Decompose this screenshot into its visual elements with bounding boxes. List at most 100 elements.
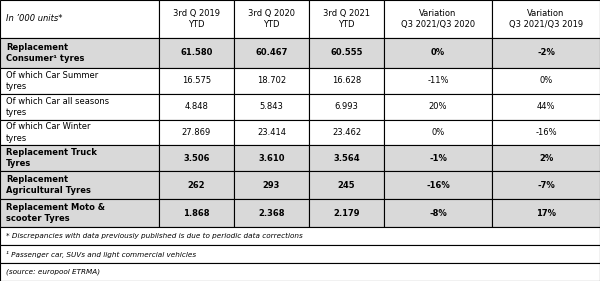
Bar bbox=[309, 68, 384, 94]
Text: 3.506: 3.506 bbox=[183, 154, 210, 163]
Bar bbox=[309, 38, 384, 68]
Bar bbox=[234, 38, 309, 68]
Bar bbox=[159, 38, 234, 68]
Text: -1%: -1% bbox=[429, 154, 447, 163]
Text: -11%: -11% bbox=[427, 76, 449, 85]
Text: 3rd Q 2019
YTD: 3rd Q 2019 YTD bbox=[173, 9, 220, 29]
Text: 0%: 0% bbox=[539, 76, 553, 85]
Bar bbox=[0, 68, 159, 94]
Bar bbox=[234, 146, 309, 171]
Bar bbox=[309, 0, 384, 38]
Text: 44%: 44% bbox=[537, 102, 555, 111]
Bar bbox=[384, 68, 492, 94]
Text: -7%: -7% bbox=[537, 181, 555, 190]
Text: 16.628: 16.628 bbox=[332, 76, 361, 85]
Bar bbox=[384, 171, 492, 199]
Text: Replacement
Consumer¹ tyres: Replacement Consumer¹ tyres bbox=[6, 43, 85, 63]
Text: 2.368: 2.368 bbox=[258, 209, 285, 218]
Bar bbox=[0, 245, 600, 263]
Text: Of which Car all seasons
tyres: Of which Car all seasons tyres bbox=[6, 97, 109, 117]
Bar bbox=[492, 38, 600, 68]
Bar bbox=[159, 94, 234, 120]
Bar bbox=[234, 120, 309, 146]
Text: Variation
Q3 2021/Q3 2019: Variation Q3 2021/Q3 2019 bbox=[509, 9, 583, 29]
Text: Of which Car Winter
tyres: Of which Car Winter tyres bbox=[6, 123, 91, 142]
Bar bbox=[0, 120, 159, 146]
Bar bbox=[0, 38, 159, 68]
Text: 16.575: 16.575 bbox=[182, 76, 211, 85]
Text: -16%: -16% bbox=[426, 181, 450, 190]
Text: * Discrepancies with data previously published is due to periodic data correctio: * Discrepancies with data previously pub… bbox=[6, 233, 303, 239]
Text: -2%: -2% bbox=[537, 48, 555, 57]
Text: 3rd Q 2021
YTD: 3rd Q 2021 YTD bbox=[323, 9, 370, 29]
Bar bbox=[159, 199, 234, 227]
Text: -8%: -8% bbox=[429, 209, 447, 218]
Bar bbox=[234, 0, 309, 38]
Bar bbox=[492, 68, 600, 94]
Bar bbox=[234, 68, 309, 94]
Text: 245: 245 bbox=[338, 181, 355, 190]
Bar bbox=[234, 171, 309, 199]
Text: -16%: -16% bbox=[535, 128, 557, 137]
Bar bbox=[384, 199, 492, 227]
Bar bbox=[492, 146, 600, 171]
Bar bbox=[234, 199, 309, 227]
Bar bbox=[492, 171, 600, 199]
Bar bbox=[492, 94, 600, 120]
Text: 293: 293 bbox=[263, 181, 280, 190]
Text: 0%: 0% bbox=[431, 128, 445, 137]
Text: Of which Car Summer
tyres: Of which Car Summer tyres bbox=[6, 71, 98, 91]
Text: 20%: 20% bbox=[429, 102, 447, 111]
Text: 3.564: 3.564 bbox=[333, 154, 360, 163]
Text: 60.467: 60.467 bbox=[256, 48, 287, 57]
Text: 3.610: 3.610 bbox=[258, 154, 285, 163]
Text: Replacement Truck
Tyres: Replacement Truck Tyres bbox=[6, 148, 97, 169]
Bar bbox=[492, 120, 600, 146]
Text: 2%: 2% bbox=[539, 154, 553, 163]
Text: 61.580: 61.580 bbox=[181, 48, 212, 57]
Bar bbox=[0, 263, 600, 281]
Bar bbox=[159, 146, 234, 171]
Text: 2.179: 2.179 bbox=[333, 209, 360, 218]
Text: ¹ Passenger car, SUVs and light commercial vehicles: ¹ Passenger car, SUVs and light commerci… bbox=[6, 251, 196, 258]
Bar bbox=[309, 94, 384, 120]
Text: 6.993: 6.993 bbox=[335, 102, 358, 111]
Text: 262: 262 bbox=[188, 181, 205, 190]
Text: 23.462: 23.462 bbox=[332, 128, 361, 137]
Bar bbox=[384, 146, 492, 171]
Bar bbox=[492, 199, 600, 227]
Text: 5.843: 5.843 bbox=[260, 102, 283, 111]
Text: In ’000 units*: In ’000 units* bbox=[6, 14, 62, 23]
Bar bbox=[0, 227, 600, 245]
Bar bbox=[309, 199, 384, 227]
Bar bbox=[159, 0, 234, 38]
Bar bbox=[492, 0, 600, 38]
Text: 27.869: 27.869 bbox=[182, 128, 211, 137]
Bar bbox=[309, 120, 384, 146]
Bar bbox=[234, 94, 309, 120]
Bar bbox=[309, 146, 384, 171]
Text: Variation
Q3 2021/Q3 2020: Variation Q3 2021/Q3 2020 bbox=[401, 9, 475, 29]
Text: (source: europool ETRMA): (source: europool ETRMA) bbox=[6, 269, 100, 275]
Bar bbox=[159, 68, 234, 94]
Bar bbox=[384, 38, 492, 68]
Bar bbox=[384, 120, 492, 146]
Text: 1.868: 1.868 bbox=[183, 209, 210, 218]
Text: 23.414: 23.414 bbox=[257, 128, 286, 137]
Bar bbox=[0, 94, 159, 120]
Bar bbox=[159, 171, 234, 199]
Text: 18.702: 18.702 bbox=[257, 76, 286, 85]
Text: Replacement
Agricultural Tyres: Replacement Agricultural Tyres bbox=[6, 175, 91, 195]
Text: 4.848: 4.848 bbox=[185, 102, 208, 111]
Bar bbox=[384, 0, 492, 38]
Bar bbox=[384, 94, 492, 120]
Bar bbox=[0, 146, 159, 171]
Text: 3rd Q 2020
YTD: 3rd Q 2020 YTD bbox=[248, 9, 295, 29]
Text: 17%: 17% bbox=[536, 209, 556, 218]
Bar bbox=[0, 199, 159, 227]
Bar bbox=[0, 0, 159, 38]
Bar bbox=[159, 120, 234, 146]
Text: Replacement Moto &
scooter Tyres: Replacement Moto & scooter Tyres bbox=[6, 203, 105, 223]
Bar bbox=[309, 171, 384, 199]
Bar bbox=[0, 171, 159, 199]
